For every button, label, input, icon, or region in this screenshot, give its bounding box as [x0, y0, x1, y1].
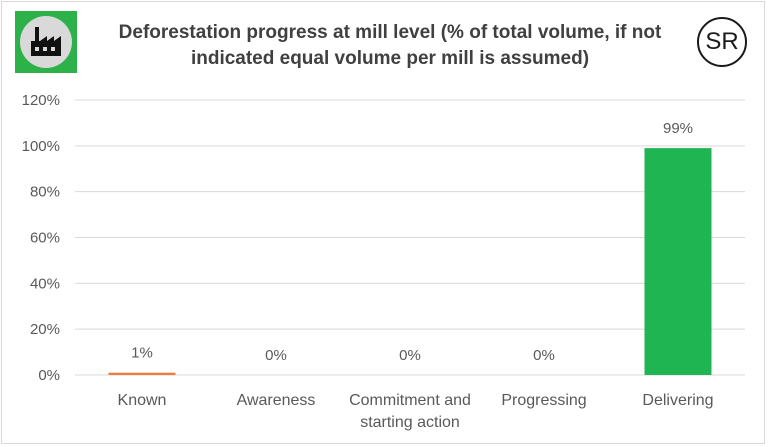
data-label: 0%	[399, 347, 421, 364]
y-tick-label: 100%	[22, 138, 60, 155]
y-tick-label: 80%	[30, 184, 60, 201]
bar	[644, 148, 712, 375]
chart-title-line-1: Deforestation progress at mill level (% …	[118, 22, 662, 43]
data-label: 0%	[533, 347, 555, 364]
sr-badge: SR	[697, 17, 747, 67]
data-label: 99%	[663, 120, 693, 137]
x-tick-label: Commitment and	[349, 392, 471, 409]
x-tick-label: Awareness	[237, 392, 316, 409]
factory-logo	[15, 11, 77, 73]
x-tick-label: Delivering	[642, 392, 713, 409]
factory-icon	[20, 16, 72, 68]
chart-title-line-2: indicated equal volume per mill is assum…	[190, 48, 590, 69]
chart-title: Deforestation progress at mill level (% …	[90, 20, 690, 72]
y-tick-label: 60%	[30, 230, 60, 247]
x-tick-label: Progressing	[501, 392, 586, 409]
bar	[108, 372, 176, 375]
x-tick-label: starting action	[360, 414, 460, 431]
y-tick-label: 40%	[30, 275, 60, 292]
x-tick-label: Known	[118, 392, 167, 409]
sr-badge-text: SR	[705, 28, 739, 55]
y-tick-label: 0%	[38, 367, 60, 384]
data-label: 0%	[265, 347, 287, 364]
y-tick-label: 120%	[22, 92, 60, 109]
data-label: 1%	[131, 345, 153, 362]
y-tick-label: 20%	[30, 321, 60, 338]
